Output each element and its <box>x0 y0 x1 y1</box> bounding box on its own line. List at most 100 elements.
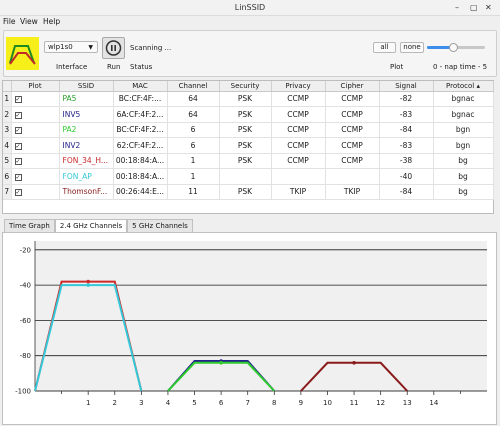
plot-label: Plot <box>390 63 404 71</box>
row-number: 1 <box>3 91 12 107</box>
ssid-cell: INV2 <box>59 137 114 154</box>
security-cell: PSK <box>219 153 272 169</box>
y-tick-label: -80 <box>20 352 31 360</box>
mac-cell: 00:18:84:A... <box>113 168 168 185</box>
checkbox-checked-icon[interactable]: ✓ <box>14 173 22 181</box>
menu-bar <box>0 16 500 29</box>
channel-cell: 6 <box>167 122 220 138</box>
table-row[interactable]: 1 ✓ PA5 BC:CF:4F:... 64 PSK CCMP CCMP -82 bgnac <box>3 91 494 107</box>
x-tick-label: 8 <box>272 399 276 407</box>
header-plot[interactable]: Plot <box>11 81 60 92</box>
header-security[interactable]: Security <box>219 81 272 92</box>
run-button[interactable] <box>102 37 125 59</box>
cipher-cell: CCMP <box>325 137 380 154</box>
security-cell: PSK <box>219 137 272 154</box>
table-row[interactable]: 3 ✓ PA2 BC:CF:4F:2... 6 PSK CCMP CCMP -84 bgn <box>3 122 494 138</box>
header-signal[interactable]: Signal <box>379 81 434 92</box>
privacy-cell: CCMP <box>271 137 326 154</box>
minimize-icon[interactable]: – <box>455 3 459 12</box>
y-tick-label: -20 <box>20 246 31 254</box>
signal-cell: -84 <box>379 184 434 200</box>
cipher-cell: CCMP <box>325 91 380 107</box>
mac-cell: 62:CF:4F:2... <box>113 137 168 154</box>
checkbox-checked-icon[interactable]: ✓ <box>14 127 22 135</box>
tab-5ghz-channels[interactable]: 5 GHz Channels <box>127 219 193 232</box>
signal-cell: -38 <box>379 153 434 169</box>
header-protocol-label: Protocol <box>446 81 475 90</box>
window-title: LinSSID <box>234 3 266 12</box>
checkbox-checked-icon[interactable]: ✓ <box>14 96 22 104</box>
plot-all-button[interactable]: all <box>373 42 396 53</box>
table-row[interactable]: 2 ✓ INV5 6A:CF:4F:2... 64 PSK CCMP CCMP -83 bgnac <box>3 106 494 123</box>
plot-checkbox[interactable]: ✓ <box>11 137 60 154</box>
header-mac[interactable]: MAC <box>113 81 168 92</box>
mac-cell: 00:26:44:E... <box>113 184 168 200</box>
cipher-cell: CCMP <box>325 153 380 169</box>
row-number: 2 <box>3 106 12 123</box>
checkbox-checked-icon[interactable]: ✓ <box>14 158 22 166</box>
row-number: 5 <box>3 153 12 169</box>
channel-cell: 1 <box>167 153 220 169</box>
header-privacy[interactable]: Privacy <box>271 81 326 92</box>
x-tick-label: 7 <box>245 399 249 407</box>
maximize-icon[interactable]: ▢ <box>470 3 478 12</box>
title-bar <box>0 0 500 16</box>
security-cell: PSK <box>219 106 272 123</box>
ssid-cell: PA5 <box>59 91 114 107</box>
linssid-logo-icon <box>6 37 39 70</box>
ssid-cell: FON_34_H... <box>59 153 114 169</box>
plot-none-button[interactable]: none <box>400 42 424 53</box>
channel-marker <box>219 360 223 365</box>
header-cipher[interactable]: Cipher <box>325 81 380 92</box>
networks-table: Plot SSID MAC Channel Security Privacy C… <box>2 80 494 214</box>
checkbox-checked-icon[interactable]: ✓ <box>14 142 22 150</box>
ssid-cell: PA2 <box>59 122 114 138</box>
channel-marker <box>86 283 90 287</box>
x-tick-label: 13 <box>403 399 412 407</box>
channel-marker <box>352 360 356 365</box>
cipher-cell <box>325 168 380 185</box>
cipher-cell: CCMP <box>325 122 380 138</box>
table-row[interactable]: 4 ✓ INV2 62:CF:4F:2... 6 PSK CCMP CCMP -83 bgn <box>3 137 494 154</box>
mac-cell: BC:CF:4F:... <box>113 91 168 107</box>
header-channel[interactable]: Channel <box>167 81 220 92</box>
header-protocol[interactable]: Protocol ▴ <box>433 81 494 92</box>
security-cell: PSK <box>219 91 272 107</box>
plot-checkbox[interactable]: ✓ <box>11 91 60 107</box>
privacy-cell: TKIP <box>271 184 326 200</box>
plot-checkbox[interactable]: ✓ <box>11 168 60 185</box>
signal-cell: -83 <box>379 106 434 123</box>
cipher-cell: CCMP <box>325 106 380 123</box>
status-label: Status <box>130 63 153 71</box>
protocol-cell: bgnac <box>433 91 494 107</box>
signal-cell: -40 <box>379 168 434 185</box>
signal-cell: -84 <box>379 122 434 138</box>
mac-cell: 6A:CF:4F:2... <box>113 106 168 123</box>
table-row[interactable]: 7 ✓ ThomsonF... 00:26:44:E... 11 PSK TKIP TKIP -… <box>3 184 494 200</box>
plot-checkbox[interactable]: ✓ <box>11 184 60 200</box>
nap-slider-handle[interactable] <box>448 43 458 52</box>
interface-select[interactable]: wlp1s0 ▼ <box>44 41 98 53</box>
mac-cell: 00:18:84:A... <box>113 153 168 169</box>
x-tick-label: 4 <box>166 399 171 407</box>
menu-help[interactable]: Help <box>43 17 61 26</box>
privacy-cell: CCMP <box>271 153 326 169</box>
plot-checkbox[interactable]: ✓ <box>11 153 60 169</box>
table-row[interactable]: 5 ✓ FON_34_H... 00:18:84:A... 1 PSK CCMP CCMP -3… <box>3 153 494 169</box>
menu-file[interactable]: File <box>3 17 16 26</box>
nap-time-label: 0 - nap time - 5 <box>433 63 488 71</box>
plot-checkbox[interactable]: ✓ <box>11 122 60 138</box>
tab-time-graph[interactable]: Time Graph <box>4 219 55 232</box>
checkbox-checked-icon[interactable]: ✓ <box>14 189 22 197</box>
checkbox-checked-icon[interactable]: ✓ <box>14 111 22 119</box>
header-ssid[interactable]: SSID <box>59 81 114 92</box>
table-row[interactable]: 6 ✓ FON_AP 00:18:84:A... 1 -40 bg <box>3 168 494 185</box>
interface-value: wlp1s0 <box>48 43 73 51</box>
run-label: Run <box>107 63 121 71</box>
protocol-cell: bgn <box>433 122 494 138</box>
menu-view[interactable]: View <box>20 17 38 26</box>
plot-checkbox[interactable]: ✓ <box>11 106 60 123</box>
close-icon[interactable]: ✕ <box>485 3 492 12</box>
x-tick-label: 5 <box>192 399 196 407</box>
tab-24ghz-channels[interactable]: 2.4 GHz Channels <box>54 219 128 232</box>
